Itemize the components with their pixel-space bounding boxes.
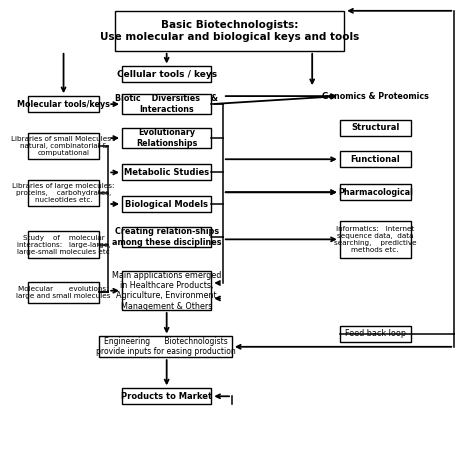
FancyBboxPatch shape	[122, 388, 211, 404]
FancyBboxPatch shape	[122, 128, 211, 148]
Text: Evolutionary
Relationships: Evolutionary Relationships	[136, 128, 197, 148]
Text: Structural: Structural	[351, 123, 400, 132]
FancyBboxPatch shape	[340, 184, 411, 200]
FancyBboxPatch shape	[115, 11, 344, 51]
FancyBboxPatch shape	[122, 272, 211, 310]
FancyBboxPatch shape	[28, 133, 99, 159]
Text: Study    of    molecular
interactions:   large-large,
large-small molecules etc: Study of molecular interactions: large-l…	[17, 235, 110, 255]
FancyBboxPatch shape	[99, 337, 232, 357]
FancyBboxPatch shape	[340, 119, 411, 136]
Text: Genomics & Proteomics: Genomics & Proteomics	[322, 91, 428, 100]
FancyBboxPatch shape	[28, 96, 99, 112]
Text: Cellular tools / keys: Cellular tools / keys	[117, 70, 217, 79]
Text: Biological Models: Biological Models	[125, 200, 208, 209]
Text: Creating relation-ships
among these disciplines: Creating relation-ships among these disc…	[112, 228, 221, 246]
FancyBboxPatch shape	[122, 94, 211, 115]
Text: Informatics:   Internet
sequence data,  data
searching,    predictive
methods et: Informatics: Internet sequence data, dat…	[334, 226, 417, 253]
Text: Molecular tools/keys: Molecular tools/keys	[17, 100, 110, 109]
FancyBboxPatch shape	[340, 151, 411, 167]
FancyBboxPatch shape	[122, 196, 211, 212]
FancyBboxPatch shape	[28, 282, 99, 303]
FancyBboxPatch shape	[122, 227, 211, 247]
FancyBboxPatch shape	[122, 164, 211, 181]
FancyBboxPatch shape	[340, 326, 411, 342]
FancyBboxPatch shape	[122, 66, 211, 82]
Text: Feed back loop: Feed back loop	[345, 329, 406, 338]
Text: Main applications emerged
in Healthcare Products,
Agriculture, Environment
Manag: Main applications emerged in Healthcare …	[112, 271, 221, 311]
FancyBboxPatch shape	[28, 231, 99, 258]
Text: Libraries of small Molecules :
natural, combinatorial &
computational: Libraries of small Molecules : natural, …	[11, 137, 116, 156]
Text: Molecular       evolutions:
large and small molecules: Molecular evolutions: large and small mo…	[16, 286, 111, 299]
Text: Libraries of large molecules:
proteins,    carbohydrates,
nucleotides etc.: Libraries of large molecules: proteins, …	[12, 183, 115, 203]
Text: Biotic    Diversities    &
Interactions: Biotic Diversities & Interactions	[115, 94, 218, 114]
Text: Engineering      Biotechnologists
provide inputs for easing production: Engineering Biotechnologists provide inp…	[96, 337, 236, 356]
Text: Basic Biotechnologists:
Use molecular and biological keys and tools: Basic Biotechnologists: Use molecular an…	[100, 20, 359, 42]
Text: Functional: Functional	[350, 155, 400, 164]
Text: Pharmacological: Pharmacological	[338, 188, 413, 197]
Text: Metabolic Studies: Metabolic Studies	[124, 168, 209, 177]
Text: Products to Market: Products to Market	[121, 392, 212, 401]
FancyBboxPatch shape	[340, 220, 411, 258]
FancyBboxPatch shape	[28, 181, 99, 206]
